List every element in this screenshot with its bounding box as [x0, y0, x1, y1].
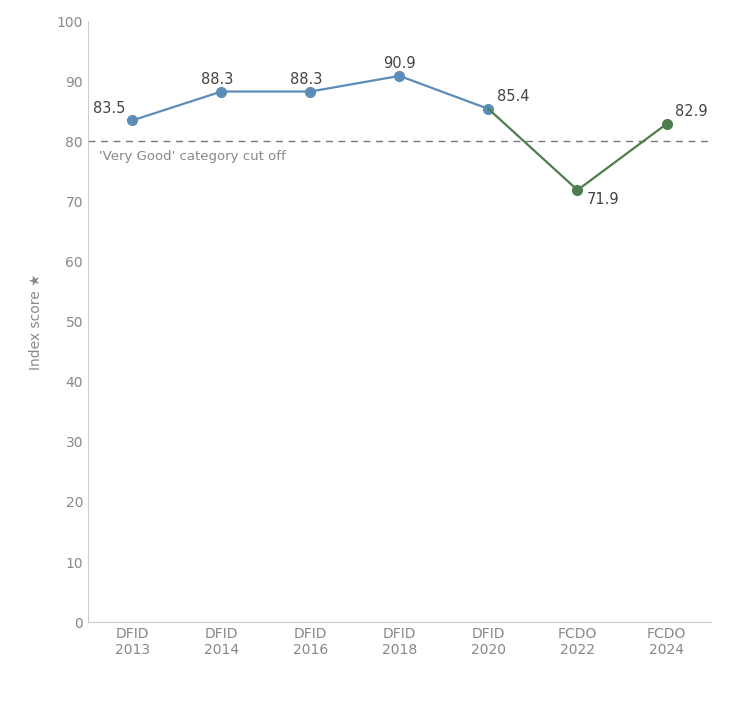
Text: 83.5: 83.5: [93, 100, 125, 115]
Text: 88.3: 88.3: [201, 71, 233, 87]
Text: 88.3: 88.3: [290, 71, 323, 87]
Text: 90.9: 90.9: [383, 56, 416, 71]
Text: 85.4: 85.4: [498, 89, 530, 104]
Text: 82.9: 82.9: [675, 104, 708, 119]
Y-axis label: Index score ★: Index score ★: [29, 274, 43, 370]
Text: 'Very Good' category cut off: 'Very Good' category cut off: [99, 151, 285, 163]
Text: 71.9: 71.9: [586, 192, 619, 207]
